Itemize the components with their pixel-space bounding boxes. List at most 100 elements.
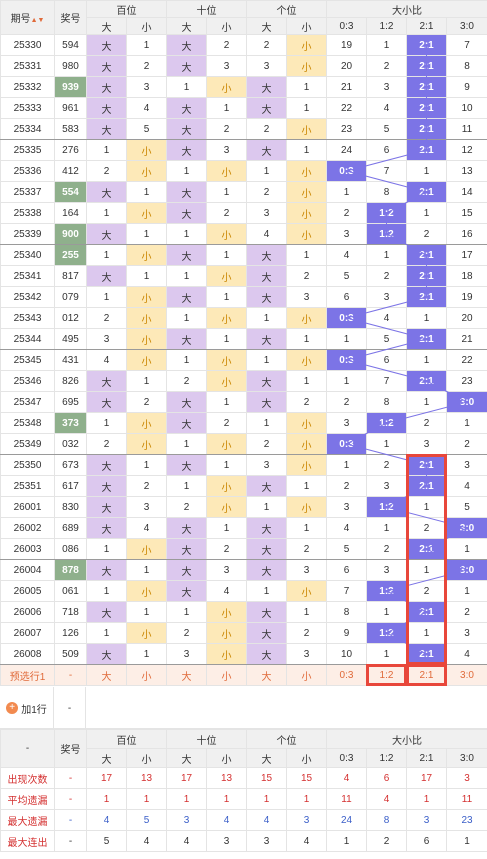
prize-number-cell: 373 (54, 412, 87, 434)
stats-value: 5 (126, 809, 167, 831)
ratio-cell: 8 (446, 55, 487, 77)
period-cell: 26004 (0, 559, 55, 581)
add-row-dash: - (54, 687, 86, 729)
digit-cell: 1 (246, 349, 287, 371)
stats-sub-header: 小 (126, 748, 167, 768)
digit-cell: 大 (86, 118, 127, 140)
ratio-cell: 1 (366, 517, 407, 539)
ratio-cell: 19 (326, 34, 367, 56)
stats-value: 6 (406, 830, 447, 852)
digit-cell: 2 (166, 496, 207, 518)
digit-cell: 2 (206, 202, 247, 224)
digit-cell: 小 (286, 454, 327, 476)
digit-cell: 1 (166, 307, 207, 329)
stats-value: 17 (86, 767, 127, 789)
digit-cell: 小 (206, 433, 247, 455)
prize-number-cell: 695 (54, 391, 87, 413)
digit-cell: 小 (286, 349, 327, 371)
sub-header: 大 (166, 17, 207, 35)
digit-cell: 3 (286, 643, 327, 665)
ratio-cell: 3 (366, 559, 407, 581)
stats-value: 4 (326, 767, 367, 789)
ratio-cell: 1:2 (366, 496, 407, 518)
ratio-cell: 3:0 (446, 559, 487, 581)
period-cell: 25346 (0, 370, 55, 392)
predict-cell[interactable]: 小 (126, 664, 167, 686)
digit-cell: 1 (286, 370, 327, 392)
digit-cell: 1 (286, 139, 327, 161)
ratio-cell: 3:0 (446, 391, 487, 413)
predict-cell[interactable]: 大 (86, 664, 127, 686)
digit-cell: 2 (86, 307, 127, 329)
table-row: 25343 012 2 小 1 小 1 小 0:3 4 1 20 (0, 307, 487, 329)
units-header: 个位 (246, 0, 327, 18)
digit-cell: 2 (126, 55, 167, 77)
ratio-cell: 2:1 (406, 181, 447, 203)
digit-cell: 大 (86, 181, 127, 203)
ratio-cell: 1 (326, 454, 367, 476)
digit-cell: 大 (166, 139, 207, 161)
predict-cell[interactable]: 3:0 (446, 664, 487, 686)
period-cell: 26005 (0, 580, 55, 602)
digit-cell: 1 (166, 223, 207, 245)
ratio-cell: 23 (326, 118, 367, 140)
stats-value: 1 (246, 788, 287, 810)
digit-cell: 3 (126, 496, 167, 518)
ratio-cell: 13 (446, 160, 487, 182)
ratio-cell: 7 (326, 580, 367, 602)
digit-cell: 2 (246, 433, 287, 455)
ratio-cell: 2:1 (406, 538, 447, 560)
digit-cell: 大 (86, 223, 127, 245)
predict-cell[interactable]: 1:2 (366, 664, 407, 686)
digit-cell: 1 (126, 34, 167, 56)
ratio-cell: 1 (366, 34, 407, 56)
add-row-button[interactable]: + 加1行 (0, 687, 54, 729)
predict-cell[interactable]: 大 (246, 664, 287, 686)
period-cell: 25344 (0, 328, 55, 350)
stats-value: 3 (166, 809, 207, 831)
digit-cell: 4 (206, 580, 247, 602)
digit-cell: 1 (286, 517, 327, 539)
stats-value: 1 (206, 788, 247, 810)
digit-cell: 1 (86, 139, 127, 161)
stats-value: 6 (366, 767, 407, 789)
predict-cell[interactable]: 小 (286, 664, 327, 686)
digit-cell: 小 (126, 286, 167, 308)
predict-cell[interactable]: 大 (166, 664, 207, 686)
digit-cell: 1 (166, 160, 207, 182)
digit-cell: 1 (86, 622, 127, 644)
digit-cell: 大 (166, 118, 207, 140)
digit-cell: 1 (206, 244, 247, 266)
period-cell: 25347 (0, 391, 55, 413)
predict-row[interactable]: 预选行1 - 大 小 大 小 大 小 0:3 1:2 2:1 3:0 (0, 664, 487, 686)
sub-header: 1:2 (366, 17, 407, 35)
ratio-cell: 2:1 (406, 55, 447, 77)
predict-cell[interactable]: 0:3 (326, 664, 367, 686)
period-cell: 25348 (0, 412, 55, 434)
digit-cell: 1 (166, 76, 207, 98)
ratio-cell: 7 (366, 160, 407, 182)
predict-cell[interactable]: 2:1 (406, 664, 447, 686)
ratio-cell: 6 (326, 559, 367, 581)
digit-cell: 1 (206, 286, 247, 308)
digit-cell: 2 (286, 391, 327, 413)
stats-ratio-header: 大小比 (326, 729, 487, 749)
ratio-cell: 6 (326, 286, 367, 308)
hundreds-header: 百位 (86, 0, 167, 18)
ratio-cell: 2 (366, 454, 407, 476)
table-row: 26001 830 大 3 2 小 1 小 3 1:2 1 5 (0, 496, 487, 518)
ratio-cell: 1 (406, 496, 447, 518)
digit-cell: 大 (166, 181, 207, 203)
predict-cell[interactable]: 小 (206, 664, 247, 686)
ratio-cell: 2 (446, 601, 487, 623)
stats-value: 13 (206, 767, 247, 789)
table-row: 25347 695 大 2 大 1 大 2 2 8 1 3:0 (0, 391, 487, 413)
ratio-cell: 4 (326, 517, 367, 539)
stats-value: 1 (406, 788, 447, 810)
digit-cell: 大 (86, 559, 127, 581)
digit-cell: 大 (86, 496, 127, 518)
period-header[interactable]: 期号▲▼ (0, 0, 55, 35)
table-row: 25340 255 1 小大 1 大 1 4 1 2:1 17 (0, 244, 487, 266)
sort-up-down-icon[interactable]: ▲▼ (30, 17, 45, 24)
ratio-cell: 3 (366, 475, 407, 497)
